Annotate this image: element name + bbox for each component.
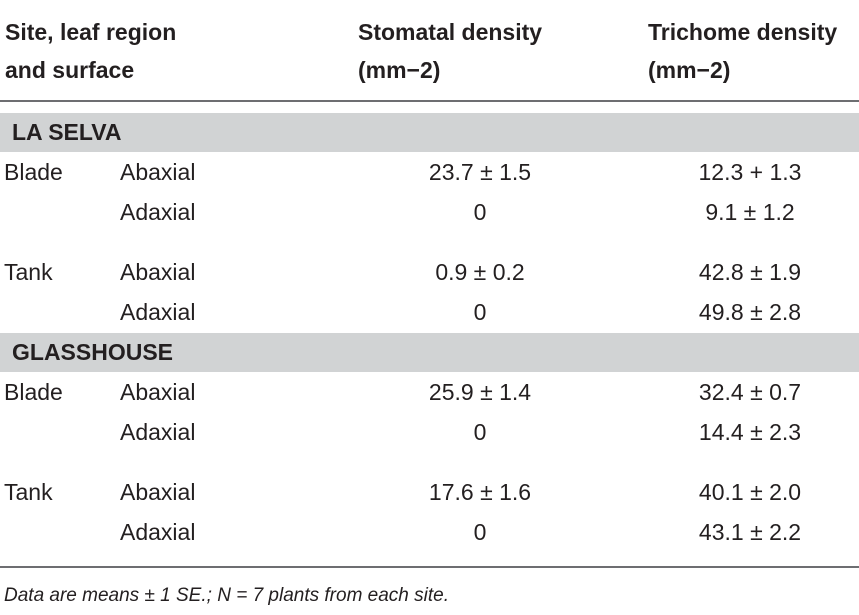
header-col2-line2: (mm−2)	[358, 57, 441, 83]
cell-surface: Abaxial	[120, 259, 196, 285]
cell-stomatal-density: 0	[473, 419, 487, 445]
table-footnote: Data are means ± 1 SE.; N = 7 plants fro…	[4, 585, 449, 606]
cell-region: Tank	[4, 479, 53, 505]
header-col1-line2: and surface	[5, 57, 135, 83]
table-row: Adaxial 0 43.1 ± 2.2	[0, 512, 859, 552]
table-row: Adaxial 0 49.8 ± 2.8	[0, 292, 859, 332]
cell-stomatal-density: 0	[473, 199, 487, 225]
cell-stomatal-density: 0	[473, 519, 487, 545]
header-col2-line1: Stomatal density	[358, 19, 543, 45]
section-header-la-selva: LA SELVA	[0, 113, 859, 152]
section-label: LA SELVA	[12, 119, 122, 145]
cell-trichome-density: 42.8 ± 1.9	[698, 259, 802, 285]
cell-trichome-density: 43.1 ± 2.2	[698, 519, 802, 545]
cell-trichome-density: 9.1 ± 1.2	[705, 199, 795, 225]
cell-stomatal-density: 25.9 ± 1.4	[428, 379, 532, 405]
section-header-glasshouse: GLASSHOUSE	[0, 333, 859, 372]
cell-trichome-density: 40.1 ± 2.0	[698, 479, 802, 505]
cell-trichome-density: 32.4 ± 0.7	[698, 379, 802, 405]
table-row: Blade Abaxial 25.9 ± 1.4 32.4 ± 0.7	[0, 372, 859, 412]
cell-stomatal-density: 23.7 ± 1.5	[428, 159, 532, 185]
table-header: Site, leaf region and surface Stomatal d…	[0, 0, 859, 102]
table-bottom-rule	[0, 566, 859, 568]
cell-region: Blade	[4, 379, 63, 405]
cell-surface: Adaxial	[120, 299, 196, 325]
cell-surface: Adaxial	[120, 199, 196, 225]
cell-surface: Adaxial	[120, 519, 196, 545]
cell-stomatal-density: 0.9 ± 0.2	[435, 259, 525, 285]
table-row: Blade Abaxial 23.7 ± 1.5 12.3 + 1.3	[0, 152, 859, 192]
table-row: Adaxial 0 14.4 ± 2.3	[0, 412, 859, 452]
table-row: Adaxial 0 9.1 ± 1.2	[0, 192, 859, 232]
cell-surface: Abaxial	[120, 379, 196, 405]
cell-stomatal-density: 0	[473, 299, 487, 325]
cell-surface: Adaxial	[120, 419, 196, 445]
header-stomatal-density: Stomatal density (mm−2)	[358, 13, 618, 89]
cell-trichome-density: 14.4 ± 2.3	[698, 419, 802, 445]
cell-surface: Abaxial	[120, 479, 196, 505]
table-row: Tank Abaxial 0.9 ± 0.2 42.8 ± 1.9	[0, 252, 859, 292]
header-col1-line1: Site, leaf region	[5, 19, 177, 45]
cell-trichome-density: 49.8 ± 2.8	[698, 299, 802, 325]
header-col3-line1: Trichome density	[648, 19, 838, 45]
cell-stomatal-density: 17.6 ± 1.6	[428, 479, 532, 505]
cell-surface: Abaxial	[120, 159, 196, 185]
cell-region: Tank	[4, 259, 53, 285]
cell-region: Blade	[4, 159, 63, 185]
header-trichome-density: Trichome density (mm−2)	[648, 13, 858, 89]
cell-trichome-density: 12.3 + 1.3	[698, 159, 802, 185]
header-site-region-surface: Site, leaf region and surface	[5, 13, 305, 89]
table-row: Tank Abaxial 17.6 ± 1.6 40.1 ± 2.0	[0, 472, 859, 512]
section-label: GLASSHOUSE	[12, 339, 174, 365]
header-col3-line2: (mm−2)	[648, 57, 731, 83]
